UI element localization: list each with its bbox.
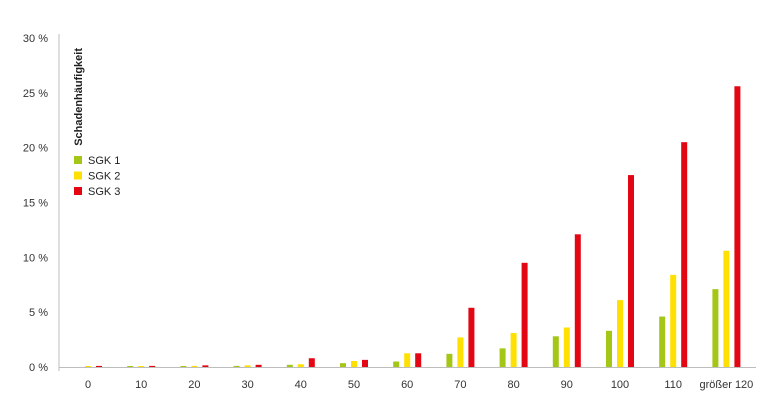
bar-sgk-1: [340, 363, 346, 367]
bar-sgk-3: [308, 358, 315, 367]
bar-sgk-3: [255, 364, 262, 367]
bar-sgk-3: [96, 365, 102, 367]
bar-sgk-1: [446, 353, 453, 367]
x-tick-label: 110: [664, 379, 682, 391]
x-tick-label: 80: [507, 379, 519, 391]
bar-sgk-1: [393, 361, 400, 367]
y-tick-label: 10 %: [23, 252, 48, 264]
bar-sgk-3: [734, 86, 741, 367]
axes: Schadenhäufigkeit: [58, 34, 756, 371]
legend-label: SGK 3: [88, 186, 120, 198]
bar-sgk-1: [552, 336, 559, 367]
bars: [85, 86, 741, 367]
bar-sgk-2: [404, 353, 411, 367]
bar-sgk-2: [723, 250, 730, 367]
x-tick-label: größer 120: [699, 379, 753, 391]
bar-sgk-3: [362, 359, 368, 367]
bar-sgk-1: [180, 366, 187, 367]
bar-sgk-1: [712, 289, 719, 367]
x-tick-label: 0: [85, 379, 91, 391]
x-tick-labels: 0 10 20 30 40 50 60 70 80 90 100 110 größer 120: [85, 379, 753, 391]
y-axis-ticks: 0 % 5 % 10 % 15 % 20 % 25 % 30 %: [23, 33, 48, 374]
bar-sgk-2: [191, 365, 198, 367]
y-tick-label: 25 %: [23, 88, 48, 100]
y-tick-label: 5 %: [29, 307, 48, 319]
bar-sgk-1: [127, 366, 134, 367]
bar-sgk-3: [415, 353, 422, 367]
y-tick-label: 30 %: [23, 33, 48, 45]
bar-sgk-3: [202, 365, 209, 367]
bar-sgk-3: [628, 175, 634, 367]
x-tick-label: 90: [561, 379, 573, 391]
bar-sgk-1: [606, 330, 612, 367]
y-tick-label: 20 %: [23, 143, 48, 155]
bar-sgk-2: [670, 274, 677, 367]
bar-sgk-3: [149, 365, 156, 367]
x-tick-label: 30: [241, 379, 253, 391]
x-tick-label: 60: [401, 379, 413, 391]
bar-sgk-3: [681, 142, 688, 367]
legend-swatch: [74, 187, 82, 195]
x-tick-label: 20: [188, 379, 200, 391]
bar-sgk-2: [244, 365, 251, 367]
bar-sgk-2: [510, 333, 517, 367]
y-axis-title: Schadenhäufigkeit: [73, 48, 85, 146]
legend-label: SGK 2: [88, 171, 120, 183]
legend-label: SGK 1: [88, 155, 120, 167]
bar-sgk-2: [297, 364, 304, 367]
legend: SGK 1 SGK 2 SGK 3: [74, 155, 120, 198]
x-tick-label: 70: [454, 379, 466, 391]
x-tick-label: 40: [295, 379, 307, 391]
bar-sgk-3: [468, 307, 475, 367]
bar-sgk-2: [563, 327, 570, 367]
x-tick-label: 10: [135, 379, 147, 391]
y-tick-label: 0 %: [29, 362, 48, 374]
bar-sgk-2: [457, 337, 464, 367]
x-tick-label: 100: [611, 379, 629, 391]
bar-sgk-1: [233, 365, 240, 367]
bar-sgk-2: [138, 366, 145, 367]
bar-sgk-2: [351, 360, 357, 367]
y-tick-label: 15 %: [23, 198, 48, 210]
legend-swatch: [74, 171, 82, 180]
bar-sgk-1: [659, 316, 666, 367]
bar-sgk-3: [574, 234, 581, 367]
bar-sgk-2: [617, 300, 623, 367]
legend-swatch: [74, 156, 82, 164]
bar-sgk-3: [521, 262, 528, 367]
x-tick-label: 50: [348, 379, 360, 391]
bar-sgk-1: [499, 348, 506, 367]
bar-sgk-2: [85, 366, 91, 367]
bar-sgk-1: [286, 364, 293, 367]
